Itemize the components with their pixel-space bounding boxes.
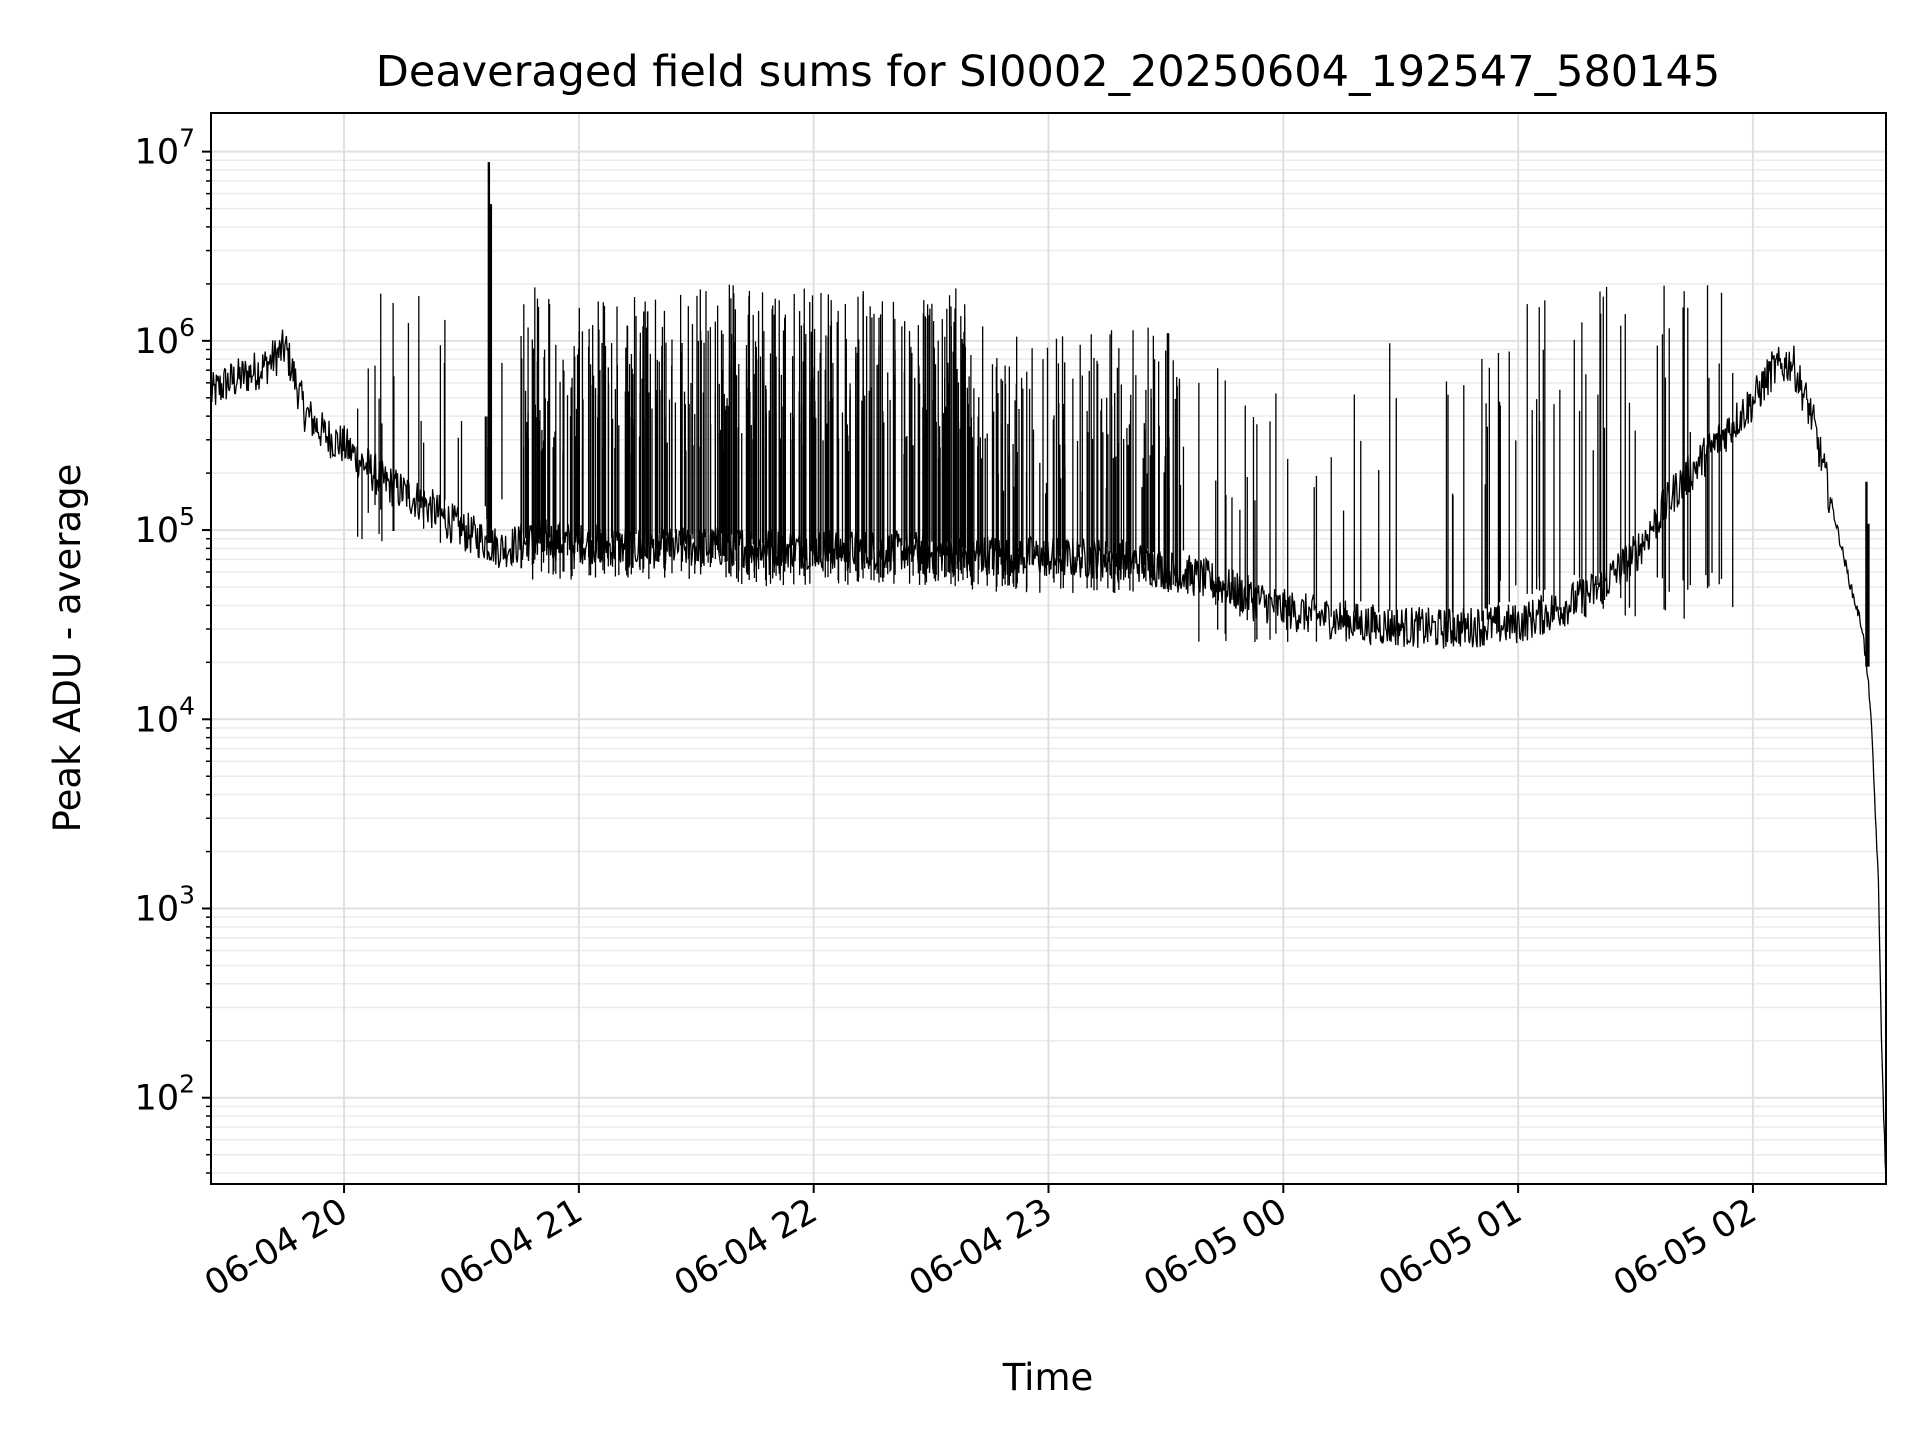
y-tick-label: 105 xyxy=(135,502,195,551)
x-axis-label: Time xyxy=(1002,1356,1094,1399)
chart-title: Deaveraged field sums for SI0002_2025060… xyxy=(376,47,1721,97)
y-axis-label: Peak ADU - average xyxy=(46,464,89,833)
y-tick-label: 104 xyxy=(135,691,195,740)
y-tick-label: 106 xyxy=(135,313,195,362)
y-tick-label: 103 xyxy=(135,881,195,930)
y-tick-label: 107 xyxy=(135,124,195,173)
data-series xyxy=(210,162,1887,1180)
y-tick-label: 102 xyxy=(135,1070,195,1119)
